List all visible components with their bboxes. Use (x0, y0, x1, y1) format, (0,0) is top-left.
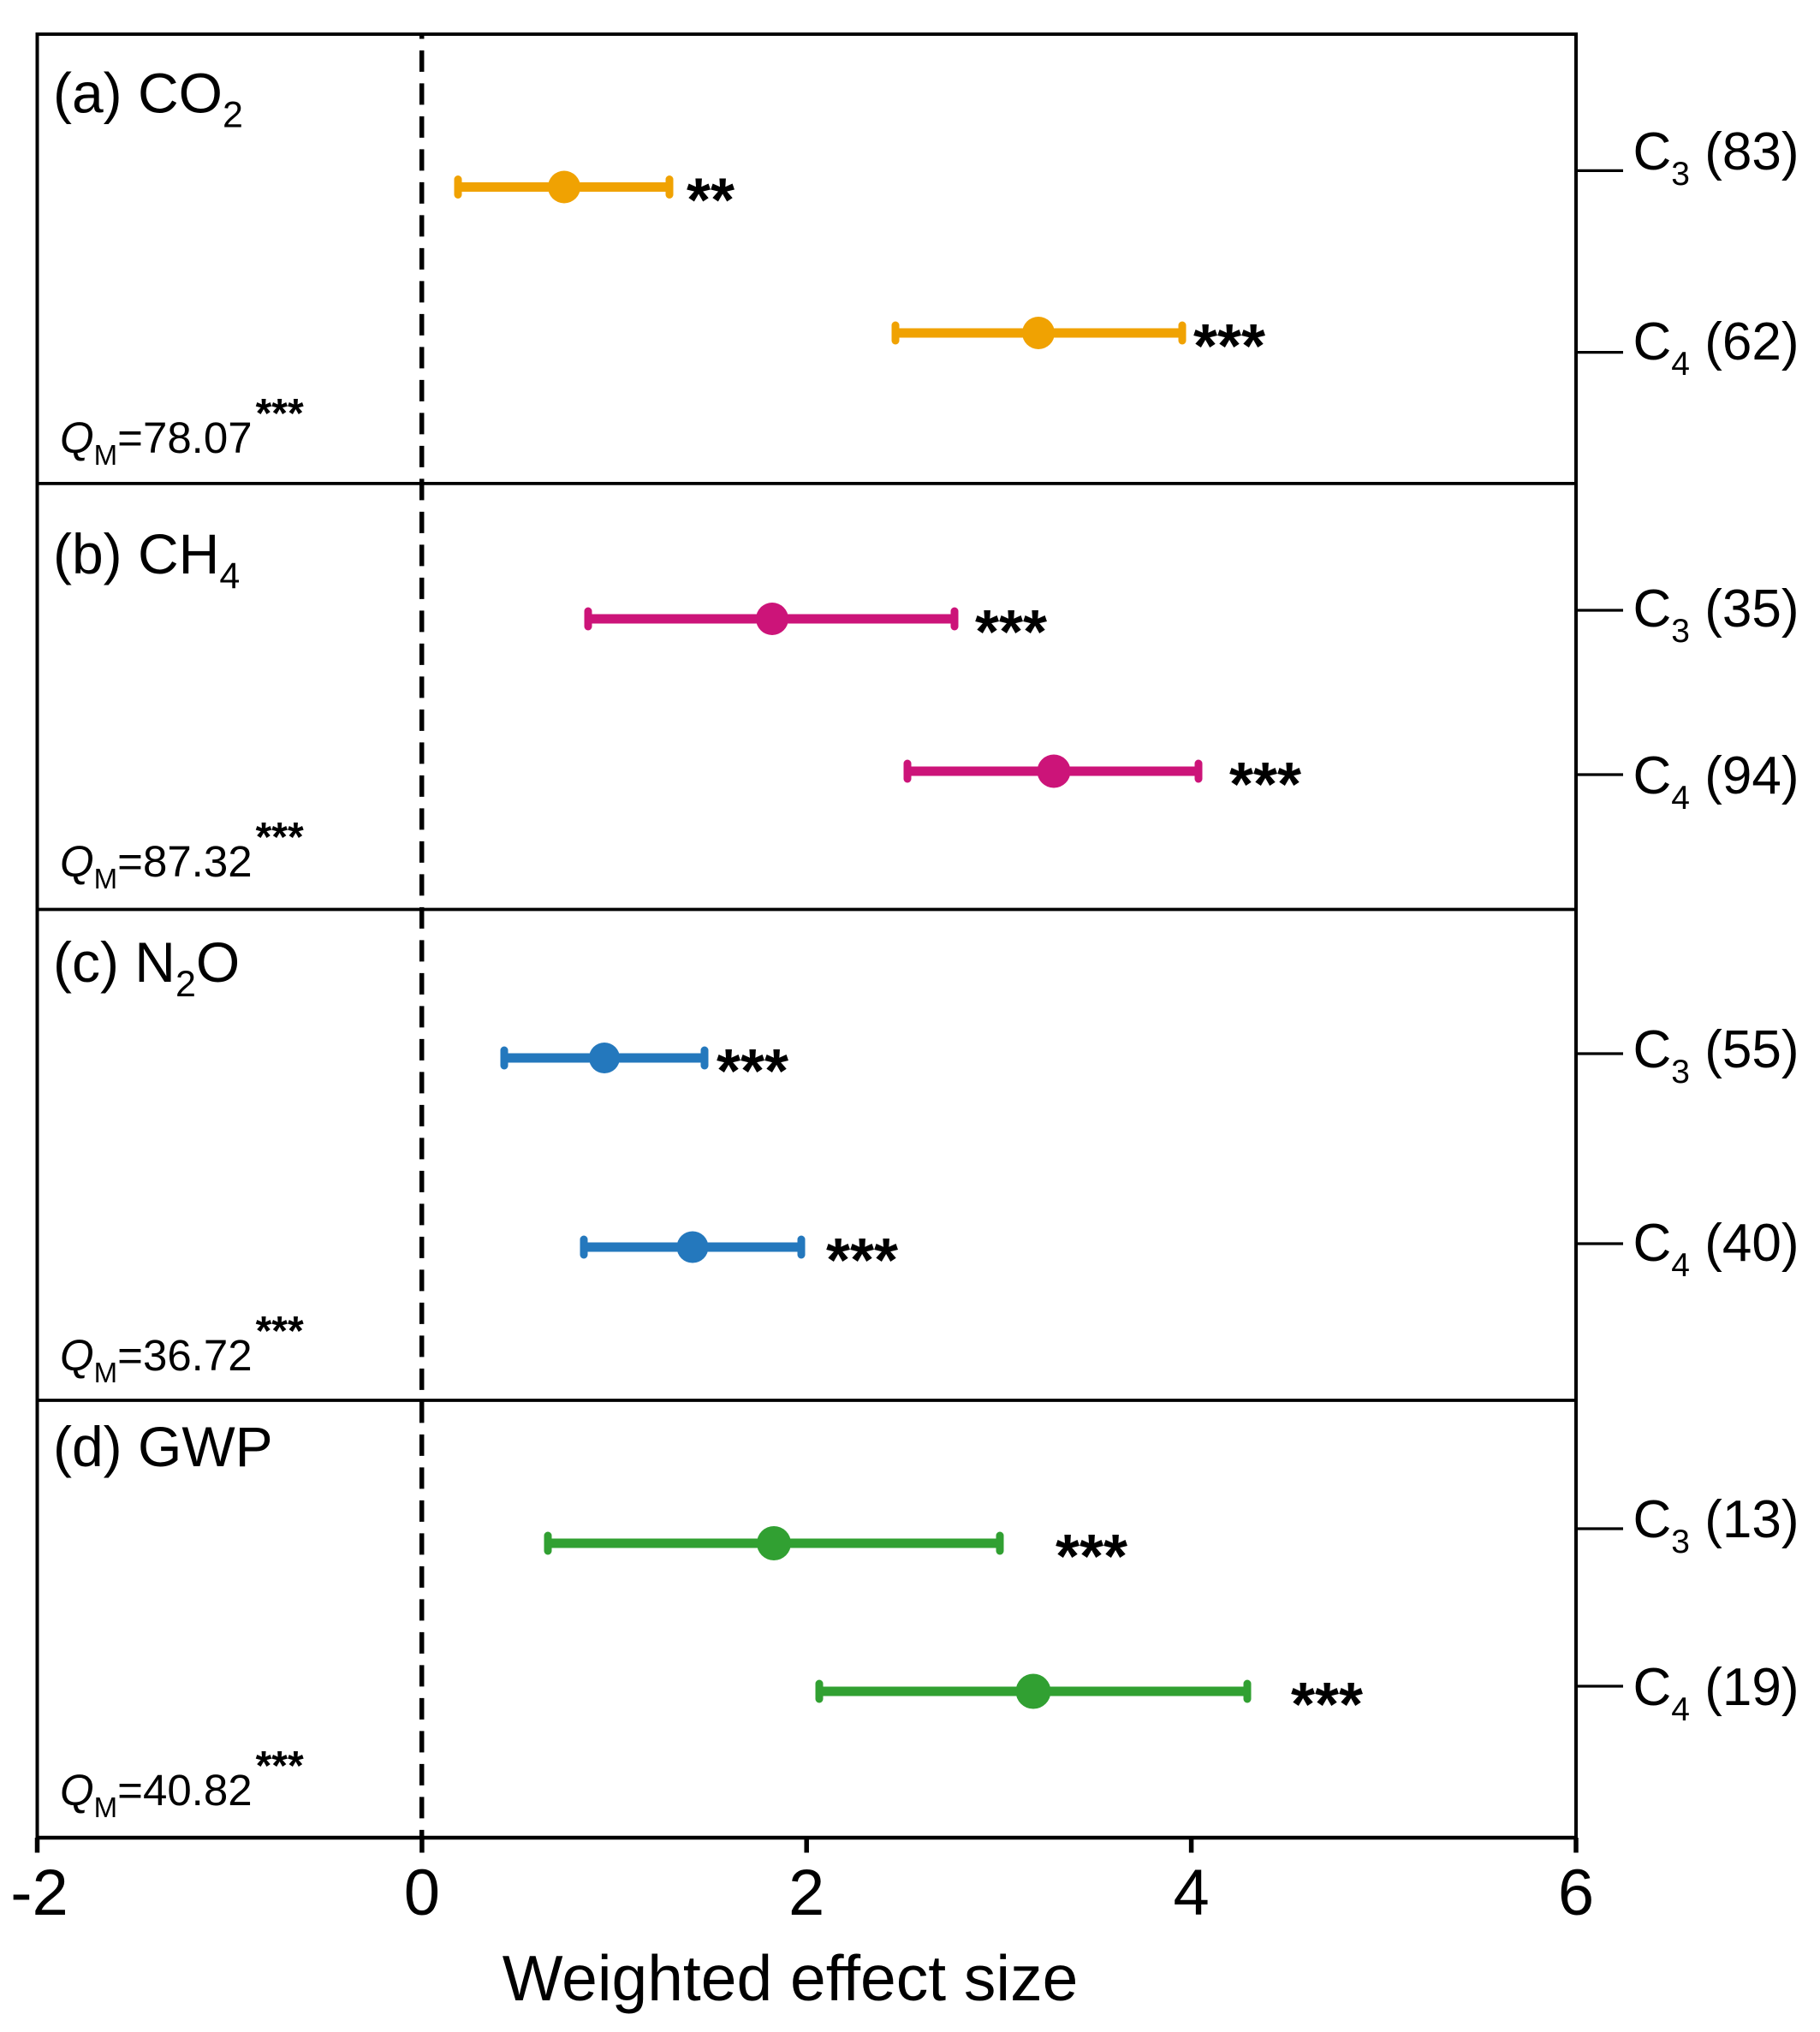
svg-text:***: *** (1056, 1523, 1127, 1591)
svg-text:(a) CO2: (a) CO2 (53, 61, 243, 135)
svg-text:QM=40.82***: QM=40.82*** (60, 1744, 304, 1823)
svg-text:***: *** (717, 1037, 788, 1106)
svg-text:**: ** (687, 167, 735, 235)
svg-text:C4 (94): C4 (94) (1633, 746, 1799, 817)
svg-text:6: 6 (1558, 1857, 1594, 1929)
svg-text:0: 0 (404, 1857, 440, 1929)
svg-text:C3 (35): C3 (35) (1633, 579, 1799, 650)
svg-text:***: *** (826, 1227, 898, 1295)
svg-text:C3 (83): C3 (83) (1633, 122, 1799, 193)
svg-text:***: *** (1229, 751, 1301, 819)
svg-text:C3 (13): C3 (13) (1633, 1490, 1799, 1560)
svg-text:(d) GWP: (d) GWP (53, 1415, 273, 1478)
svg-text:C3 (55): C3 (55) (1633, 1020, 1799, 1090)
svg-text:QM=78.07***: QM=78.07*** (60, 391, 304, 471)
svg-text:QM=87.32***: QM=87.32*** (60, 815, 304, 894)
svg-text:-2: -2 (10, 1857, 68, 1929)
svg-text:***: *** (1193, 312, 1265, 381)
svg-text:C4 (62): C4 (62) (1633, 312, 1799, 383)
svg-text:C4 (19): C4 (19) (1633, 1658, 1799, 1728)
svg-text:***: *** (1291, 1671, 1363, 1739)
svg-text:***: *** (975, 598, 1047, 667)
svg-text:(c) N2O: (c) N2O (53, 930, 240, 1005)
svg-text:QM=36.72***: QM=36.72*** (60, 1309, 304, 1388)
svg-text:(b) CH4: (b) CH4 (53, 522, 240, 597)
svg-text:Weighted effect size: Weighted effect size (503, 1942, 1079, 2014)
svg-text:2: 2 (788, 1857, 824, 1929)
svg-text:C4 (40): C4 (40) (1633, 1214, 1799, 1284)
svg-text:4: 4 (1173, 1857, 1209, 1929)
